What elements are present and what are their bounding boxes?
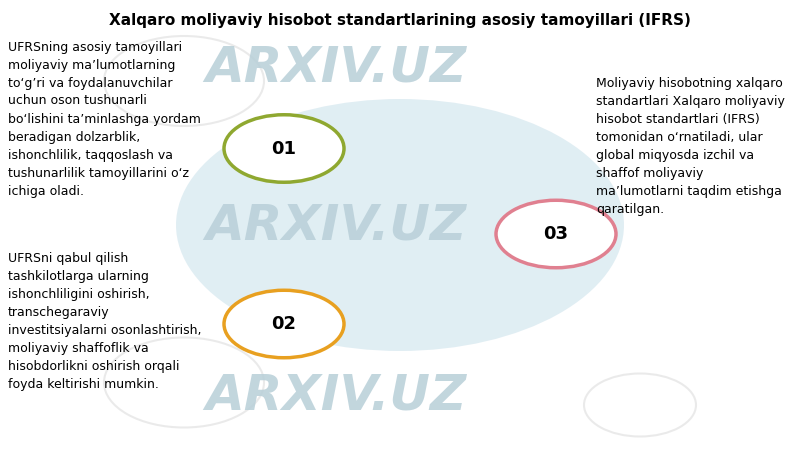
- Text: 03: 03: [543, 225, 569, 243]
- Text: 02: 02: [271, 315, 297, 333]
- Text: ARXIV.UZ: ARXIV.UZ: [206, 372, 466, 420]
- Text: UFRSning asosiy tamoyillari
moliyaviy ma’lumotlarning
to‘g’ri va foydalanuvchila: UFRSning asosiy tamoyillari moliyaviy ma…: [8, 40, 201, 198]
- Text: Moliyaviy hisobotning xalqaro
standartlari Xalqaro moliyaviy
hisobot standartlar: Moliyaviy hisobotning xalqaro standartla…: [596, 76, 785, 216]
- Text: Xalqaro moliyaviy hisobot standartlarining asosiy tamoyillari (IFRS): Xalqaro moliyaviy hisobot standartlarini…: [109, 14, 691, 28]
- Text: ARXIV.UZ: ARXIV.UZ: [206, 201, 466, 249]
- Text: UFRSni qabul qilish
tashkilotlarga ularning
ishonchliligini oshirish,
transchega: UFRSni qabul qilish tashkilotlarga ularn…: [8, 252, 202, 391]
- Text: 01: 01: [271, 140, 297, 158]
- Circle shape: [224, 290, 344, 358]
- Circle shape: [224, 115, 344, 182]
- Circle shape: [176, 99, 624, 351]
- Circle shape: [496, 200, 616, 268]
- Text: ARXIV.UZ: ARXIV.UZ: [206, 44, 466, 91]
